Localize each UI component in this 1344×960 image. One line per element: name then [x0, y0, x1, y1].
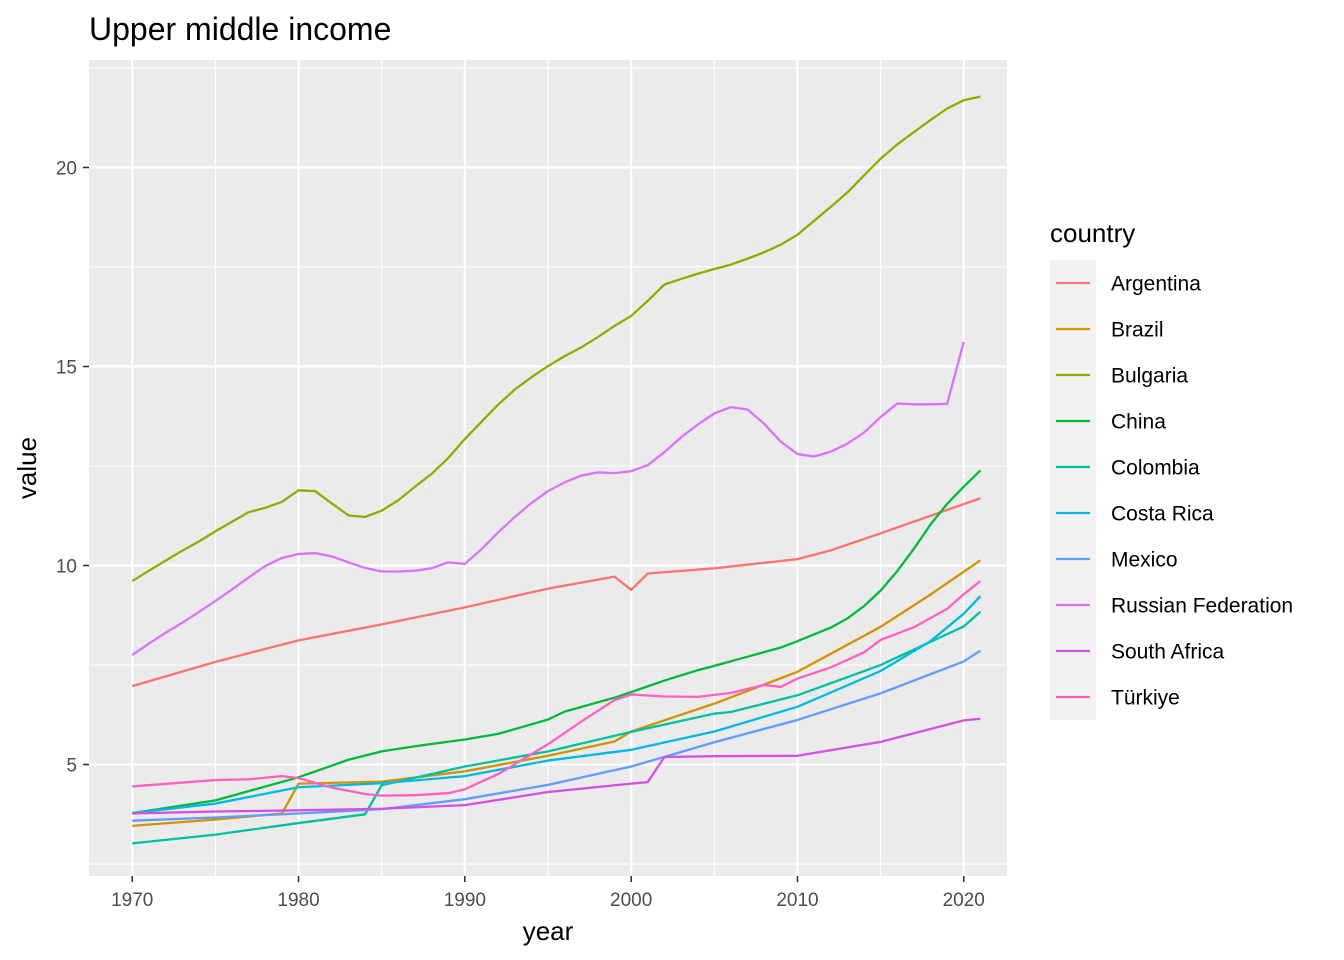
legend-key-background [1050, 260, 1096, 720]
y-tick-label: 10 [56, 557, 77, 578]
x-tick-label: 1990 [444, 890, 486, 911]
series-line-russian-federation [131, 341, 965, 657]
series-line-colombia [132, 610, 982, 845]
series-lines [131, 95, 982, 845]
series-line-mexico [132, 649, 982, 822]
legend-label-argentina: Argentina [1111, 273, 1201, 296]
y-axis-title: value [12, 437, 42, 499]
series-line-argentina [131, 497, 981, 688]
minor-gridlines [89, 60, 1007, 876]
legend-label-south-africa: South Africa [1111, 641, 1225, 664]
y-axis-ticks: 5 10 15 20 [56, 158, 89, 777]
x-tick-label: 1970 [111, 890, 153, 911]
chart-title: Upper middle income [89, 11, 391, 47]
legend-items: Argentina Brazil Bulgaria China Colombia Cost… [1050, 260, 1293, 720]
series-line-south-africa [132, 717, 981, 815]
legend-label-bulgaria: Bulgaria [1111, 365, 1188, 388]
x-axis-title: year [523, 916, 574, 946]
series-line-brazil [132, 559, 982, 827]
series-line-bulgaria [131, 95, 981, 583]
legend: country Argentina Brazil Bulgaria China Colo… [1050, 218, 1293, 720]
series-line-t-rkiye [132, 580, 982, 797]
legend-label-mexico: Mexico [1111, 549, 1178, 572]
legend-label-brazil: Brazil [1111, 319, 1164, 342]
x-tick-label: 2020 [943, 890, 985, 911]
legend-label-russian-federation: Russian Federation [1111, 595, 1293, 618]
series-line-china [132, 469, 982, 815]
x-tick-label: 2010 [776, 890, 818, 911]
legend-label-colombia: Colombia [1111, 457, 1200, 480]
x-axis-ticks: 1970 1980 1990 2000 2010 2020 [111, 876, 985, 911]
series-line-costa-rica [132, 595, 982, 815]
legend-label-t-rkiye: Türkiye [1111, 687, 1180, 710]
y-tick-label: 5 [66, 756, 77, 777]
y-tick-label: 15 [56, 357, 77, 378]
x-tick-label: 1980 [277, 890, 319, 911]
legend-title: country [1050, 218, 1135, 248]
x-tick-label: 2000 [610, 890, 652, 911]
legend-label-china: China [1111, 411, 1166, 434]
legend-label-costa-rica: Costa Rica [1111, 503, 1214, 526]
y-tick-label: 20 [56, 158, 77, 179]
